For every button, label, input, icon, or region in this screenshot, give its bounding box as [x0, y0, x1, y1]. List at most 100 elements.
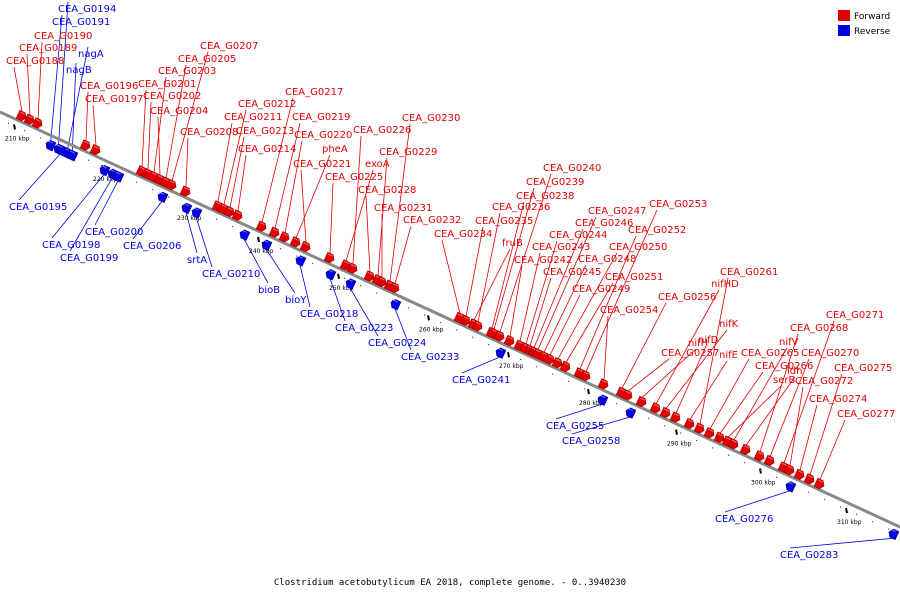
gene-label-nifhd[interactable]: nifHD — [711, 279, 739, 290]
gene-cea_g0225[interactable] — [323, 251, 336, 264]
gene-cea_g0223[interactable] — [324, 268, 337, 281]
gene-label-nifh[interactable]: nifH — [688, 338, 708, 349]
gene-label-cea_g0211[interactable]: CEA_G0211 — [224, 112, 282, 123]
gene-label-cea_g0250[interactable]: CEA_G0250 — [609, 242, 667, 253]
gene-cea_g0268[interactable] — [753, 450, 766, 462]
gene-cea_g0226[interactable] — [346, 262, 359, 275]
gene-cea_g0258[interactable] — [624, 407, 637, 419]
gene-label-cea_g0268[interactable]: CEA_G0268 — [790, 323, 848, 334]
gene-label-cea_g0252[interactable]: CEA_G0252 — [628, 225, 686, 236]
gene-label-cea_g0226[interactable]: CEA_G0226 — [353, 125, 411, 136]
gene-cea_g0275[interactable] — [803, 473, 816, 486]
gene-cea_g0221[interactable] — [299, 240, 312, 253]
gene-label-exoa[interactable]: exoA — [365, 159, 390, 170]
gene-cea_g0189[interactable] — [23, 113, 36, 126]
gene-cea_g0236[interactable] — [471, 320, 484, 332]
gene-cea_g0200[interactable] — [112, 170, 125, 183]
gene-bioy[interactable] — [260, 239, 273, 251]
gene-cea_g0220[interactable] — [278, 231, 291, 243]
gene-cea_g0198[interactable] — [98, 164, 111, 177]
gene-cea_g0188[interactable] — [15, 109, 28, 122]
gene-label-cea_g0225[interactable]: CEA_G0225 — [325, 172, 383, 183]
gene-label-cea_g0197[interactable]: CEA_G0197 — [85, 94, 143, 105]
gene-cea_g0253[interactable] — [579, 369, 592, 382]
gene-label-ldh[interactable]: ldh — [787, 366, 802, 377]
gene-label-cea_g0218[interactable]: CEA_G0218 — [300, 309, 358, 320]
gene-label-cea_g0224[interactable]: CEA_G0224 — [368, 338, 426, 349]
gene-cea_g0214[interactable] — [231, 209, 244, 222]
gene-label-cea_g0251[interactable]: CEA_G0251 — [605, 272, 663, 283]
gene-label-nagb[interactable]: nagB — [66, 65, 92, 76]
gene-nife[interactable] — [683, 417, 696, 430]
gene-label-cea_g0265[interactable]: CEA_G0265 — [741, 348, 799, 359]
gene-label-cea_g0257[interactable]: CEA_G0257 — [661, 348, 719, 359]
gene-label-cea_g0249[interactable]: CEA_G0249 — [572, 284, 630, 295]
gene-label-cea_g0274[interactable]: CEA_G0274 — [809, 394, 867, 405]
gene-label-cea_g0229[interactable]: CEA_G0229 — [379, 147, 437, 158]
gene-nifd[interactable] — [669, 411, 682, 424]
gene-label-cea_g0248[interactable]: CEA_G0248 — [578, 254, 636, 265]
gene-label-cea_g0228[interactable]: CEA_G0228 — [358, 185, 416, 196]
gene-cea_g0261[interactable] — [693, 422, 706, 435]
gene-cea_g0235[interactable] — [459, 314, 472, 327]
gene-label-cea_g0256[interactable]: CEA_G0256 — [658, 292, 716, 303]
gene-label-cea_g0253[interactable]: CEA_G0253 — [649, 199, 707, 210]
gene-label-cea_g0195[interactable]: CEA_G0195 — [9, 202, 67, 213]
gene-label-cea_g0247[interactable]: CEA_G0247 — [588, 206, 646, 217]
gene-cea_g0197[interactable] — [89, 143, 102, 156]
gene-label-cea_g0236[interactable]: CEA_G0236 — [492, 202, 550, 213]
gene-label-cea_g0194[interactable]: CEA_G0194 — [58, 4, 116, 15]
gene-label-cea_g0199[interactable]: CEA_G0199 — [60, 253, 118, 264]
gene-label-cea_g0271[interactable]: CEA_G0271 — [826, 310, 884, 321]
gene-label-cea_g0275[interactable]: CEA_G0275 — [834, 363, 892, 374]
gene-label-cea_g0231[interactable]: CEA_G0231 — [374, 203, 432, 214]
gene-nifv[interactable] — [727, 438, 740, 450]
gene-label-cea_g0212[interactable]: CEA_G0212 — [238, 99, 296, 110]
gene-label-phea[interactable]: pheA — [322, 144, 348, 155]
gene-label-cea_g0198[interactable]: CEA_G0198 — [42, 240, 100, 251]
gene-cea_g0191[interactable] — [44, 139, 57, 152]
gene-label-cea_g0244[interactable]: CEA_G0244 — [549, 230, 607, 241]
gene-nifh[interactable] — [635, 395, 648, 408]
gene-label-nife[interactable]: nifE — [719, 350, 738, 361]
gene-cea_g0242[interactable] — [503, 334, 516, 347]
gene-label-cea_g0190[interactable]: CEA_G0190 — [34, 31, 92, 42]
gene-cea_g0217[interactable] — [255, 220, 268, 233]
gene-cea_g0228[interactable] — [363, 270, 376, 283]
gene-cea_g0207[interactable] — [165, 179, 178, 191]
gene-label-cea_g0210[interactable]: CEA_G0210 — [202, 269, 260, 280]
gene-label-cea_g0261[interactable]: CEA_G0261 — [720, 267, 778, 278]
gene-cea_g0190[interactable] — [31, 117, 44, 130]
gene-label-cea_g0277[interactable]: CEA_G0277 — [837, 409, 895, 420]
gene-label-cea_g0203[interactable]: CEA_G0203 — [158, 66, 216, 77]
gene-cea_g0265[interactable] — [703, 427, 716, 439]
gene-label-cea_g0235[interactable]: CEA_G0235 — [475, 216, 533, 227]
gene-cea_g0224[interactable] — [344, 277, 357, 290]
gene-label-cea_g0240[interactable]: CEA_G0240 — [543, 163, 601, 174]
gene-label-cea_g0189[interactable]: CEA_G0189 — [19, 43, 77, 54]
gene-cea_g0283[interactable] — [887, 528, 900, 541]
gene-label-cea_g0238[interactable]: CEA_G0238 — [516, 191, 574, 202]
gene-label-naga[interactable]: nagA — [78, 49, 104, 60]
gene-nagb[interactable] — [66, 149, 79, 162]
gene-label-cea_g0223[interactable]: CEA_G0223 — [335, 323, 393, 334]
gene-cea_g0231[interactable] — [375, 275, 388, 288]
gene-cea_g0270[interactable] — [763, 454, 776, 467]
gene-cea_g0266[interactable] — [713, 431, 726, 444]
gene-label-cea_g0207[interactable]: CEA_G0207 — [200, 41, 258, 52]
gene-label-cea_g0200[interactable]: CEA_G0200 — [85, 227, 143, 238]
gene-cea_g0250[interactable] — [551, 356, 564, 369]
gene-phea[interactable] — [289, 236, 302, 249]
gene-label-cea_g0213[interactable]: CEA_G0213 — [236, 126, 294, 137]
gene-label-cea_g0234[interactable]: CEA_G0234 — [434, 229, 492, 240]
gene-label-serb[interactable]: serB — [773, 375, 795, 386]
gene-cea_g0218[interactable] — [294, 254, 307, 267]
gene-label-cea_g0221[interactable]: CEA_G0221 — [293, 159, 351, 170]
gene-label-cea_g0202[interactable]: CEA_G0202 — [143, 91, 201, 102]
gene-cea_g0249[interactable] — [543, 353, 556, 366]
gene-label-cea_g0266[interactable]: CEA_G0266 — [755, 361, 813, 372]
gene-cea_g0219[interactable] — [268, 226, 281, 239]
gene-label-cea_g0246[interactable]: CEA_G0246 — [575, 218, 633, 229]
gene-label-cea_g0208[interactable]: CEA_G0208 — [180, 127, 238, 138]
gene-label-cea_g0270[interactable]: CEA_G0270 — [801, 348, 859, 359]
